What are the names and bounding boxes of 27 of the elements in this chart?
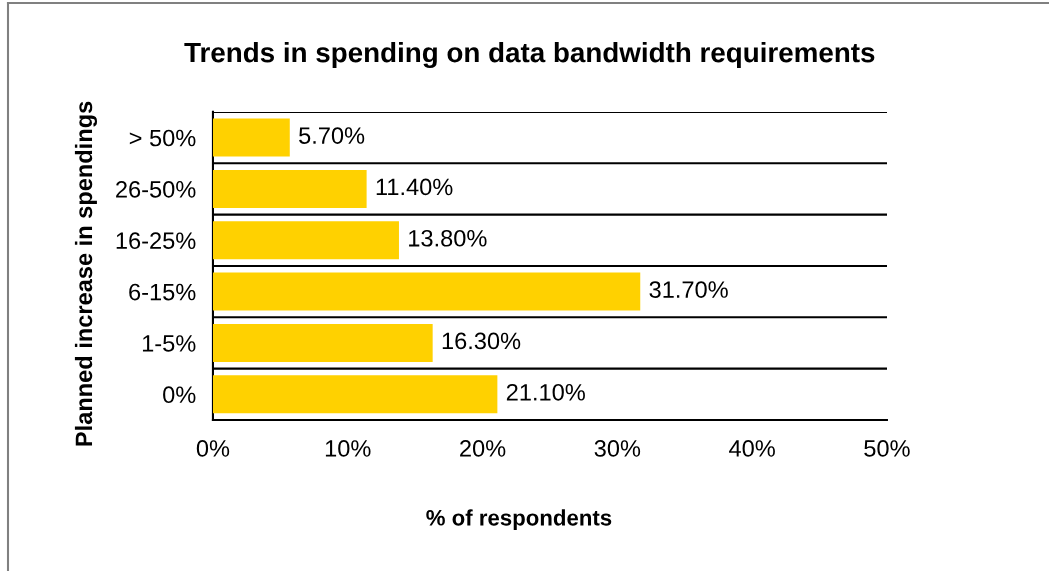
bar (212, 272, 641, 311)
x-tick-label: 10% (325, 440, 371, 457)
bar (212, 169, 367, 208)
x-tick-label: 30% (594, 440, 641, 457)
bar (212, 375, 498, 414)
x-axis-title: % of respondents (426, 509, 612, 531)
bar (212, 221, 399, 260)
y-axis-title: Planned increase in spendings (74, 101, 98, 446)
y-tick-label: 16-25% (116, 232, 196, 250)
data-label: 5.70% (299, 127, 365, 144)
bar (212, 118, 290, 157)
data-label: 21.10% (506, 383, 585, 401)
x-tick-label: 50% (864, 440, 910, 457)
bar (212, 323, 433, 362)
x-tick-label: 40% (729, 440, 775, 457)
x-tick-label: 0% (196, 440, 230, 457)
data-label: 31.70% (649, 281, 728, 298)
x-tick-label: 20% (460, 440, 506, 457)
data-label: 11.40% (376, 178, 453, 196)
chart-title: Trends in spending on data bandwidth requirements (184, 41, 875, 69)
data-label: 16.30% (442, 332, 521, 350)
y-tick-label: 0% (163, 386, 196, 404)
y-tick-label: 1-5% (142, 335, 196, 352)
y-tick-label: 26-50% (116, 181, 196, 198)
y-tick-label: 6-15% (129, 283, 196, 301)
data-label: 13.80% (409, 229, 487, 247)
y-tick-label: > 50% (129, 129, 196, 147)
